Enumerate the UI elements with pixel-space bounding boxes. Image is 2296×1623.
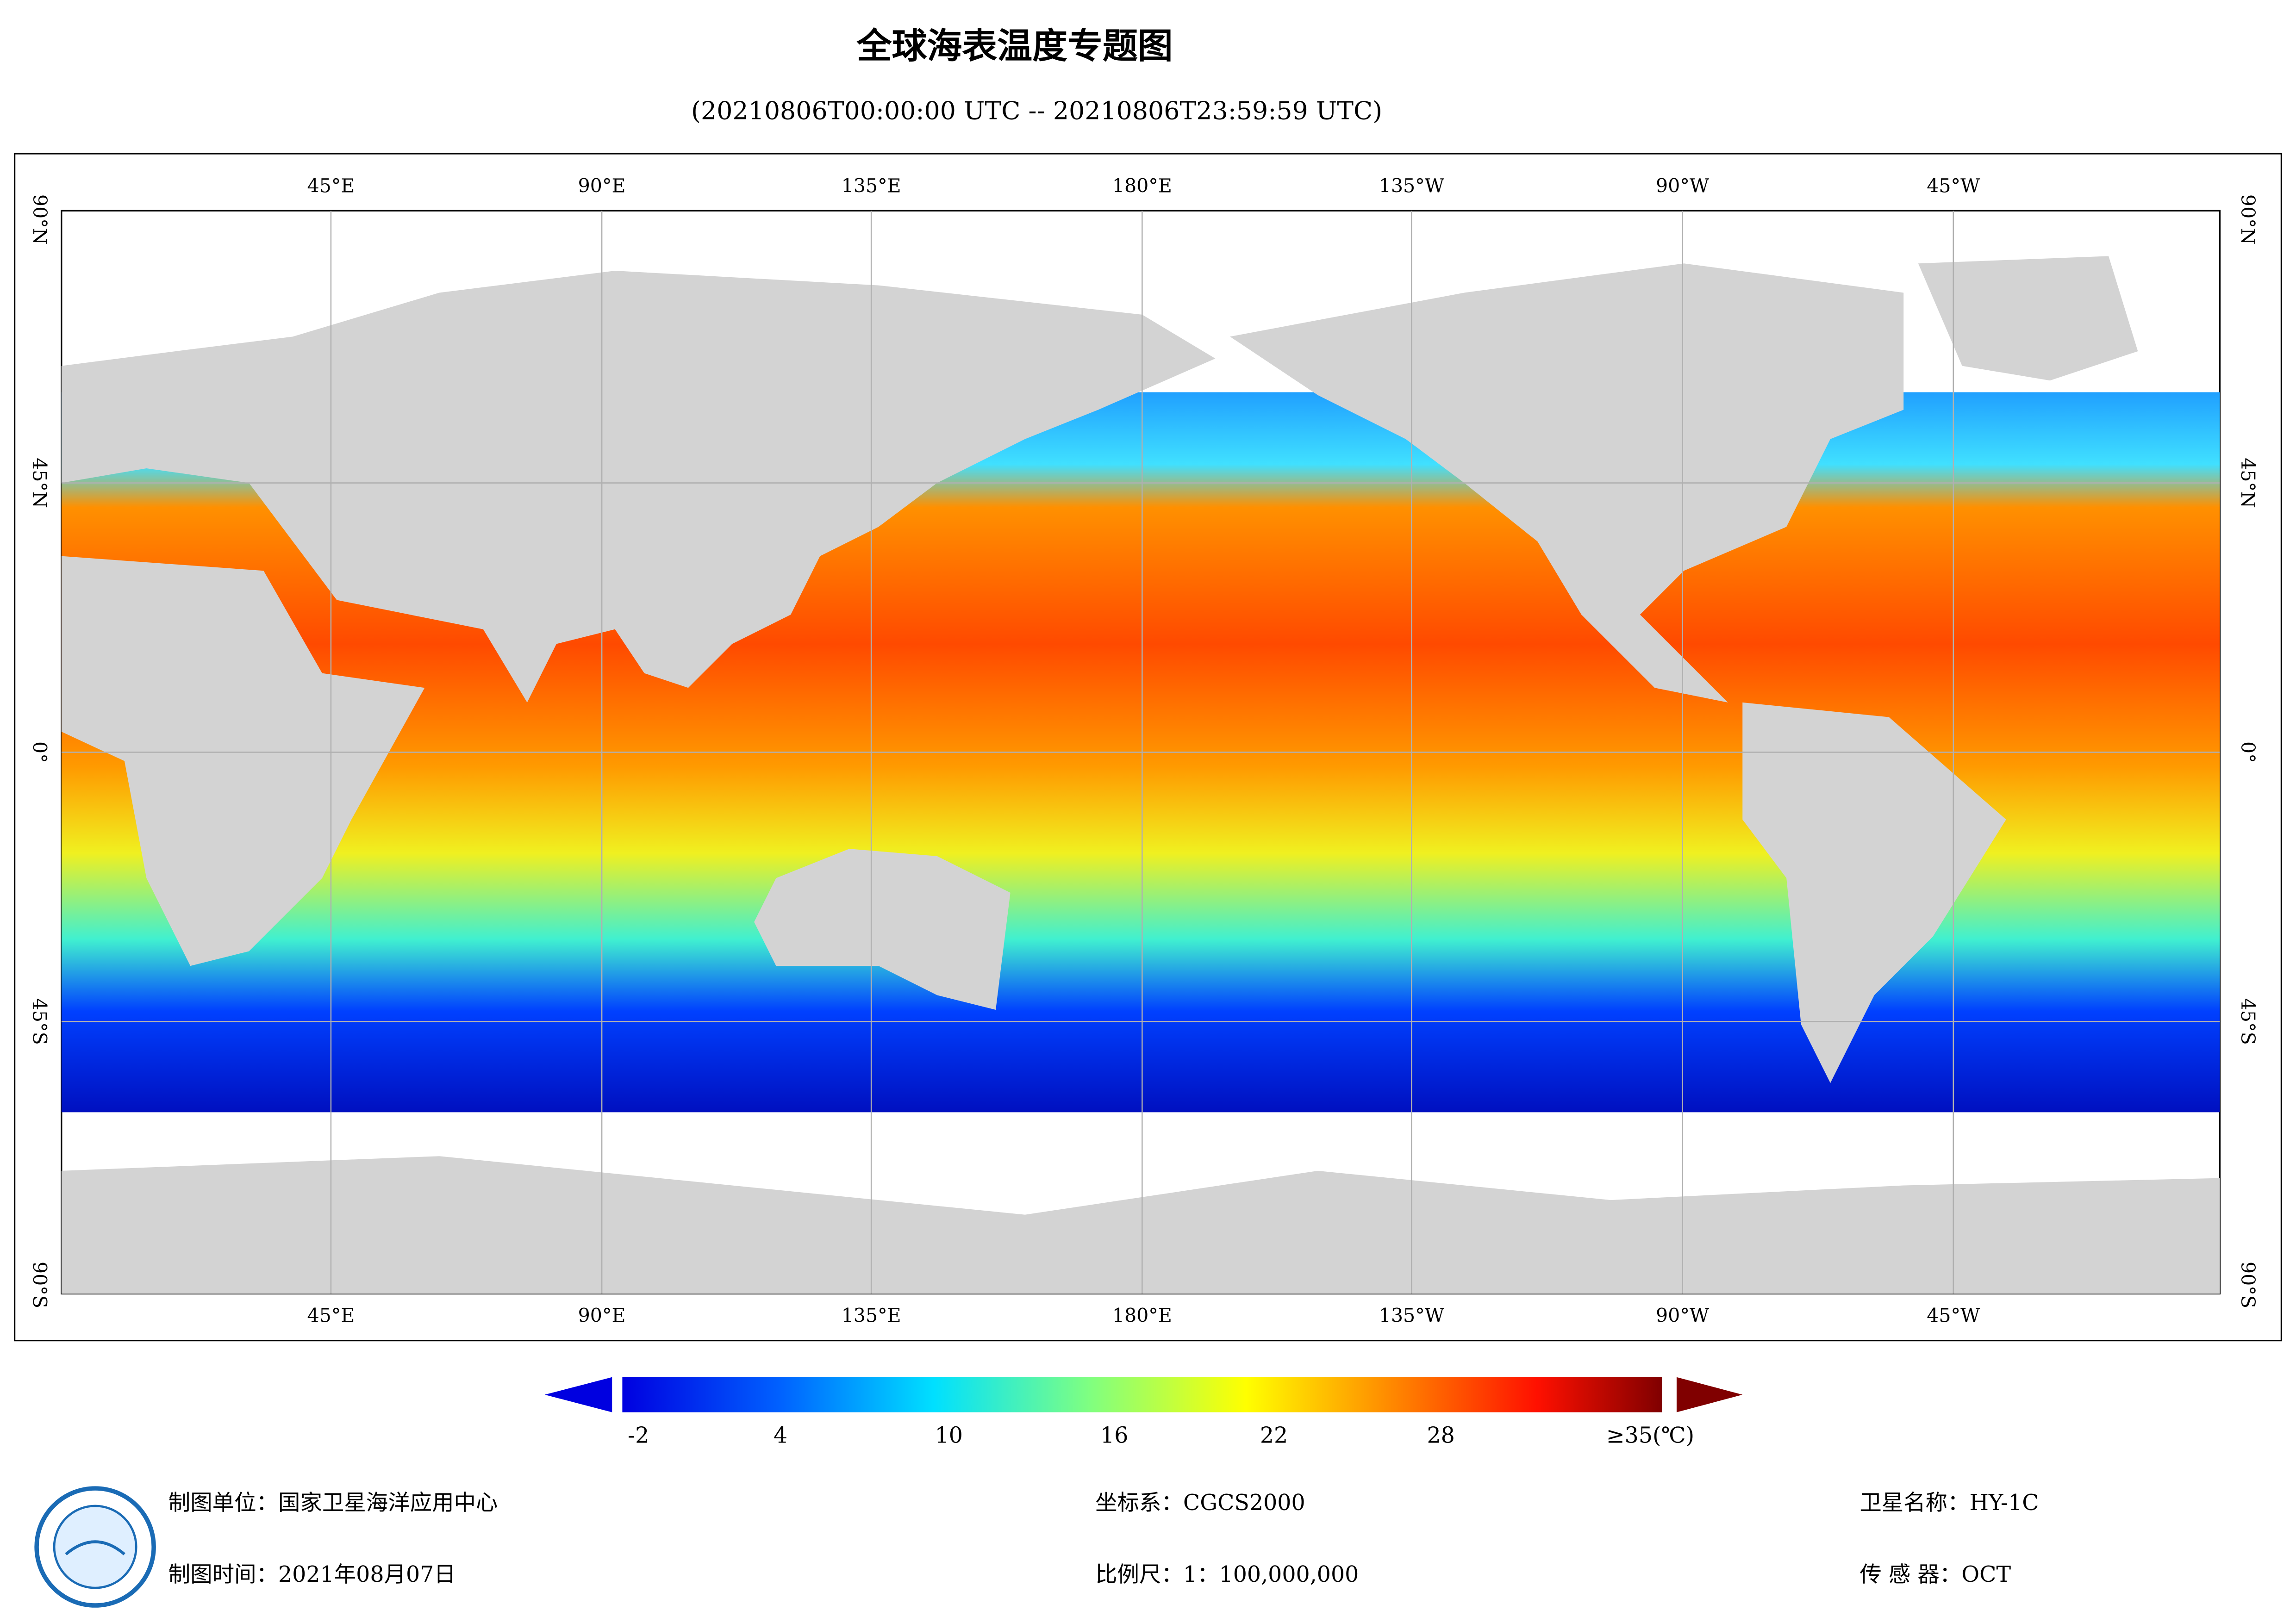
lat-label: 90°N bbox=[29, 194, 51, 245]
land bbox=[1742, 702, 2006, 1083]
lon-label: 45°E bbox=[307, 1305, 355, 1327]
graticule bbox=[61, 211, 2220, 1294]
lon-label: 135°W bbox=[1379, 1305, 1445, 1327]
satellite: 卫星名称：HY-1C bbox=[1859, 1490, 2039, 1516]
lat-label: 90°N bbox=[2237, 194, 2259, 245]
colorbar-arrow-low bbox=[544, 1377, 612, 1412]
colorbar-tick-label: 16 bbox=[1100, 1423, 1128, 1448]
sensor: 传 感 器：OCT bbox=[1859, 1562, 2011, 1587]
scale: 比例尺：1：100,000,000 bbox=[1095, 1562, 1359, 1587]
lat-label: 0° bbox=[29, 741, 51, 763]
lon-label: 135°E bbox=[842, 1305, 901, 1327]
colorbar-tick-label: 4 bbox=[774, 1423, 787, 1448]
lon-label: 90°W bbox=[1656, 1305, 1710, 1327]
colorbar-tick-label: 10 bbox=[935, 1423, 963, 1448]
colorbar-tick-label: 22 bbox=[1260, 1423, 1288, 1448]
colorbar-tick-label: 28 bbox=[1427, 1423, 1454, 1448]
land bbox=[61, 1156, 2220, 1294]
title: 全球海表温度专题图 bbox=[856, 25, 1173, 66]
lon-label: 45°W bbox=[1927, 1305, 1980, 1327]
lat-label: 45°N bbox=[29, 458, 51, 508]
colorbar-arrow-high bbox=[1676, 1377, 1743, 1412]
map-frame bbox=[14, 153, 2282, 1342]
colorbar-tick-label: -2 bbox=[628, 1423, 649, 1448]
colorbar-tick-label: ≥35(℃) bbox=[1606, 1423, 1694, 1448]
lon-label: 180°E bbox=[1112, 174, 1172, 197]
map bbox=[61, 210, 2221, 1295]
lon-label: 90°W bbox=[1656, 174, 1710, 197]
lat-label: 90°S bbox=[29, 1262, 51, 1308]
land bbox=[61, 271, 1216, 703]
lat-label: 0° bbox=[2237, 741, 2259, 763]
map-unit: 制图单位：国家卫星海洋应用中心 bbox=[168, 1490, 498, 1516]
lon-label: 135°W bbox=[1379, 174, 1445, 197]
lat-label: 90°S bbox=[2237, 1262, 2259, 1308]
land bbox=[1918, 256, 2138, 381]
lon-label: 90°E bbox=[578, 174, 626, 197]
lat-label: 45°S bbox=[29, 998, 51, 1045]
colorbar bbox=[622, 1377, 1662, 1412]
lat-label: 45°N bbox=[2237, 458, 2259, 508]
land bbox=[61, 556, 425, 966]
lat-label: 45°S bbox=[2237, 998, 2259, 1045]
map-date: 制图时间：2021年08月07日 bbox=[168, 1562, 456, 1587]
lon-label: 180°E bbox=[1112, 1305, 1172, 1327]
lon-label: 45°W bbox=[1927, 174, 1980, 197]
lon-label: 45°E bbox=[307, 174, 355, 197]
subtitle: (20210806T00:00:00 UTC -- 20210806T23:59… bbox=[691, 96, 1382, 125]
crs: 坐标系：CGCS2000 bbox=[1095, 1490, 1305, 1516]
lon-label: 135°E bbox=[842, 174, 901, 197]
land bbox=[754, 849, 1011, 1010]
lon-label: 90°E bbox=[578, 1305, 626, 1327]
logo bbox=[34, 1486, 156, 1608]
